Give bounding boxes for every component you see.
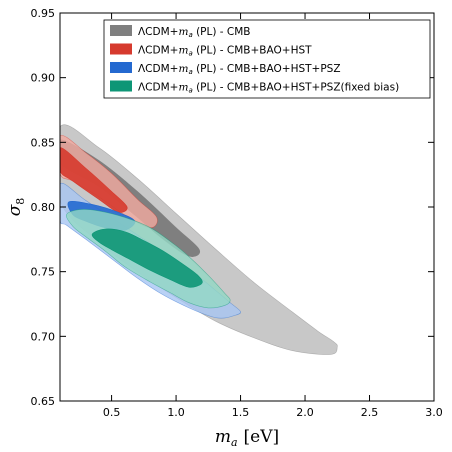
contour-layer	[60, 124, 338, 355]
x-tick-label: 1.5	[232, 406, 250, 419]
y-axis-label-main: σ	[5, 204, 25, 216]
y-tick-label: 0.65	[31, 395, 56, 408]
y-tick-label: 0.90	[31, 72, 56, 85]
y-tick-label: 0.80	[31, 201, 56, 214]
legend-swatch	[110, 80, 132, 92]
y-tick-label: 0.85	[31, 136, 56, 149]
y-tick-label: 0.70	[31, 330, 56, 343]
legend-swatch	[110, 25, 132, 36]
legend-swatch	[110, 62, 132, 73]
legend-entry: ΛCDM+ma (PL) - CMB	[138, 26, 251, 39]
axis-ticks: 0.5 1.0 1.5 2.0 2.5 3.0 0.65 0.70 0.75 0.80 0.85 0.…	[31, 7, 443, 419]
y-tick-label: 0.95	[31, 7, 56, 20]
legend-entry: ΛCDM+ma (PL) - CMB+BAO+HST+PSZ(fixed bia…	[138, 82, 399, 95]
x-axis-label-sub: a	[231, 436, 238, 449]
legend-entry: ΛCDM+ma (PL) - CMB+BAO+HST	[138, 45, 312, 58]
x-tick-label: 2.5	[361, 406, 379, 419]
x-tick-label: 0.5	[103, 406, 121, 419]
legend: ΛCDM+ma (PL) - CMB ΛCDM+ma (PL) - CMB+BAO…	[103, 19, 431, 99]
y-tick-label: 0.75	[31, 266, 56, 279]
x-tick-label: 3.0	[425, 406, 443, 419]
y-axis-label: σ8	[5, 198, 27, 217]
x-axis-label-main: m	[215, 427, 231, 447]
x-axis-label-unit: [eV]	[244, 427, 280, 447]
contour-series-4	[65, 209, 231, 309]
contour-inner-68	[91, 228, 203, 288]
x-tick-label: 2.0	[296, 406, 314, 419]
legend-swatch	[110, 43, 132, 55]
x-axis-label: ma [eV]	[215, 427, 279, 449]
y-axis-label-sub: 8	[14, 198, 27, 205]
legend-entry: ΛCDM+ma (PL) - CMB+BAO+HST+PSZ	[138, 63, 341, 76]
legend-box	[103, 19, 431, 99]
x-tick-label: 1.0	[167, 406, 185, 419]
